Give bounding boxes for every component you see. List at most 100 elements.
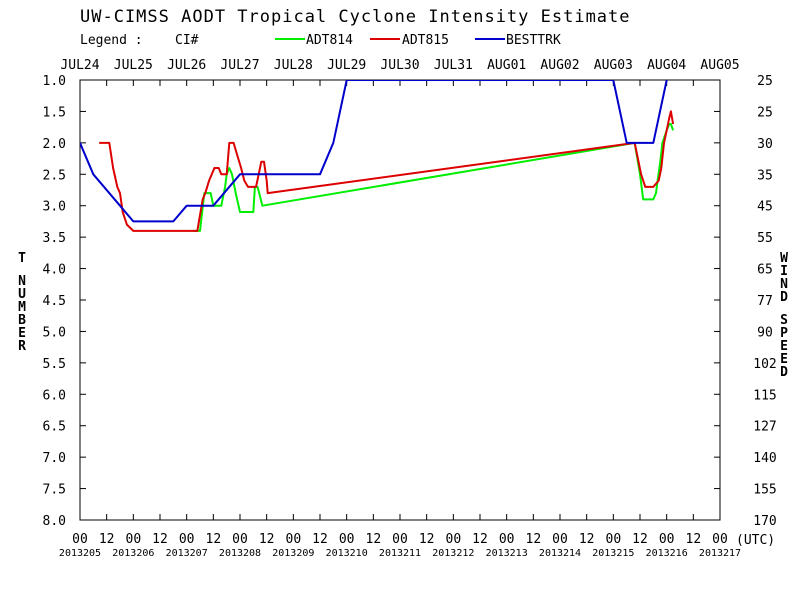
hour-label: 00 [712, 532, 728, 547]
legend-prefix: Legend : [80, 33, 143, 48]
date-label: JUL24 [60, 58, 99, 73]
julian-label: 2013207 [166, 548, 208, 559]
axis-label-letter: T [18, 251, 26, 266]
hour-label: 00 [499, 532, 515, 547]
axis-label-letter: E [780, 339, 788, 354]
hour-label: 00 [286, 532, 302, 547]
axis-label-letter: D [780, 290, 788, 305]
axis-label-letter: E [780, 352, 788, 367]
date-label: JUL26 [167, 58, 206, 73]
hour-label: 12 [686, 532, 702, 547]
right-tick-label: 45 [757, 200, 773, 215]
left-tick-label: 6.5 [43, 420, 66, 435]
hour-label: 12 [99, 532, 115, 547]
axis-label-letter: N [780, 277, 788, 292]
hour-label: 00 [659, 532, 675, 547]
date-label: AUG04 [647, 58, 686, 73]
series-line-besttrk [80, 80, 668, 223]
left-tick-label: 2.5 [43, 168, 66, 183]
left-tick-label: 5.5 [43, 357, 66, 372]
date-label: JUL25 [114, 58, 153, 73]
legend: Legend : CI# ADT814 ADT815 BESTTRK [80, 33, 561, 48]
julian-label: 2013210 [326, 548, 368, 559]
date-labels: JUL24 JUL25 JUL26 JUL27 JUL28 JUL29 JUL30 JUL31… [60, 58, 739, 73]
axis-label-letter: P [780, 326, 788, 341]
hour-label: 00 [232, 532, 248, 547]
legend-entry-ci: CI# [175, 33, 199, 48]
plot-frame [79, 79, 721, 521]
date-label: JUL30 [380, 58, 419, 73]
date-label: JUL28 [274, 58, 313, 73]
axis-label-letter: E [18, 326, 26, 341]
left-tick-label: 3.0 [43, 200, 66, 215]
hour-label: 12 [152, 532, 168, 547]
hour-labels: 00 12 00 12 00 12 00 12 00 12 00 12 00 12 00 12 00 12 00 12… [72, 532, 728, 547]
julian-label: 2013216 [646, 548, 688, 559]
axis-label-letter: M [18, 300, 26, 315]
axis-label-letter: B [18, 313, 26, 328]
right-tick-label: 90 [757, 325, 773, 340]
series-layer [80, 80, 675, 232]
hour-label: 12 [472, 532, 488, 547]
legend-entry-adt814: ADT814 [306, 33, 353, 48]
left-tick-label: 4.0 [43, 263, 66, 278]
right-tick-label: 35 [757, 168, 773, 183]
right-tick-label: 102 [753, 357, 776, 372]
axis-label-letter: U [18, 287, 26, 302]
julian-label: 2013214 [539, 548, 581, 559]
julian-label: 2013217 [699, 548, 741, 559]
axis-label-letter: S [780, 313, 788, 328]
series-line-adt815 [99, 110, 675, 232]
hour-label: 12 [526, 532, 542, 547]
right-tick-label: 155 [753, 483, 776, 498]
right-tick-label: 25 [757, 105, 773, 120]
date-label: JUL29 [327, 58, 366, 73]
julian-label: 2013215 [592, 548, 634, 559]
hour-label: 00 [552, 532, 568, 547]
hour-label: 00 [126, 532, 142, 547]
left-tick-label: 3.5 [43, 231, 66, 246]
julian-label: 2013213 [486, 548, 528, 559]
left-tick-label: 6.0 [43, 388, 66, 403]
hour-label: 12 [632, 532, 648, 547]
hour-label: 12 [366, 532, 382, 547]
date-label: AUG05 [700, 58, 739, 73]
right-tick-label: 77 [757, 294, 773, 309]
right-tick-label: 30 [757, 137, 773, 152]
hour-label: 12 [206, 532, 222, 547]
date-label: AUG01 [487, 58, 526, 73]
hour-label: 00 [339, 532, 355, 547]
axis-label-letter: D [780, 365, 788, 380]
hour-label: 12 [259, 532, 275, 547]
axis-label-letter: N [18, 274, 26, 289]
date-label: JUL31 [434, 58, 473, 73]
x-unit-label: (UTC) [736, 533, 775, 548]
hour-label: 00 [446, 532, 462, 547]
legend-entry-adt815: ADT815 [402, 33, 449, 48]
date-label: AUG03 [594, 58, 633, 73]
legend-entry-besttrk: BESTTRK [506, 33, 561, 48]
right-tick-labels: 25 25 30 35 45 55 65 77 90 102 115 127 140 155 170 [753, 74, 776, 529]
chart-title: UW-CIMSS AODT Tropical Cyclone Intensity… [80, 7, 631, 27]
hour-label: 00 [606, 532, 622, 547]
left-tick-label: 2.0 [43, 137, 66, 152]
julian-label: 2013206 [112, 548, 154, 559]
julian-label: 2013212 [432, 548, 474, 559]
left-tick-label: 7.0 [43, 451, 66, 466]
julian-label: 2013208 [219, 548, 261, 559]
tick-marks [79, 79, 721, 521]
right-tick-label: 170 [753, 514, 776, 529]
hour-label: 00 [392, 532, 408, 547]
right-tick-label: 140 [753, 451, 776, 466]
julian-label: 2013209 [272, 548, 314, 559]
hour-label: 12 [579, 532, 595, 547]
left-tick-labels: 1.0 1.5 2.0 2.5 3.0 3.5 4.0 4.5 5.0 5.5 6.0 6.5 7.0 7… [43, 74, 66, 529]
hour-label: 12 [312, 532, 328, 547]
right-tick-label: 65 [757, 263, 773, 278]
julian-label: 2013211 [379, 548, 421, 559]
left-tick-label: 8.0 [43, 514, 66, 529]
